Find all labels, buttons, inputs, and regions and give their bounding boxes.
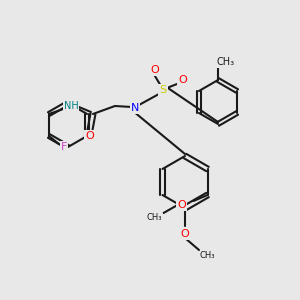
Text: CH₃: CH₃ — [147, 214, 162, 223]
Text: O: O — [151, 65, 159, 75]
Text: O: O — [177, 200, 186, 210]
Text: O: O — [178, 75, 187, 85]
Text: O: O — [181, 229, 189, 239]
Text: NH: NH — [64, 101, 78, 111]
Text: CH₃: CH₃ — [217, 57, 235, 67]
Text: CH₃: CH₃ — [199, 251, 215, 260]
Text: N: N — [131, 103, 139, 113]
Text: O: O — [85, 131, 94, 141]
Text: F: F — [61, 142, 67, 152]
Text: S: S — [159, 85, 167, 95]
